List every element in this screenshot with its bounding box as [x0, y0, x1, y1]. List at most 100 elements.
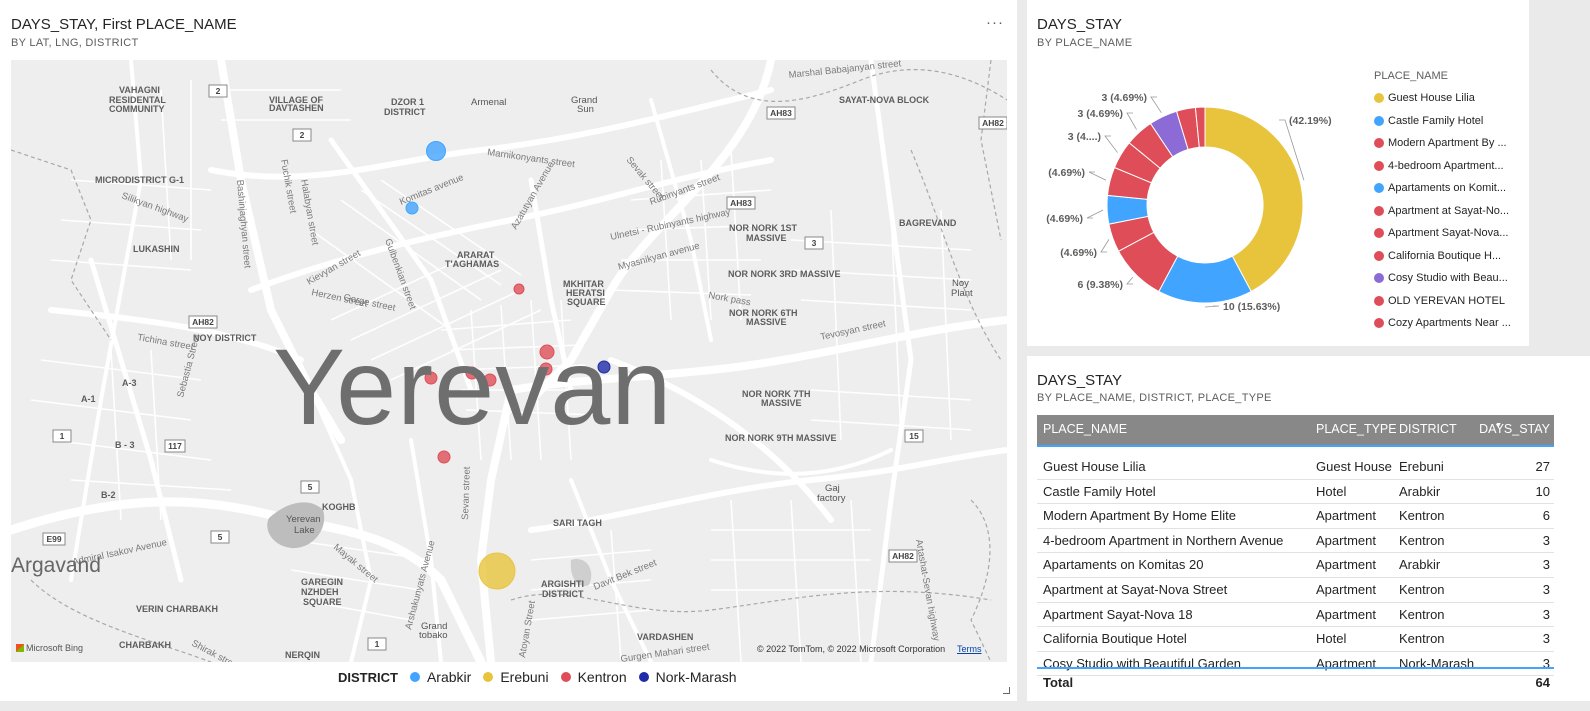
- svg-text:Sevak street: Sevak street: [624, 155, 667, 203]
- column-header-place-type[interactable]: PLACE_TYPE: [1316, 422, 1397, 436]
- donut-legend-item[interactable]: Cosy Studio with Beau...: [1374, 267, 1511, 290]
- map-bubble-kentron[interactable]: [539, 362, 553, 376]
- donut-legend-item[interactable]: Apartment Sayat-Nova...: [1374, 222, 1511, 245]
- svg-text:2: 2: [300, 130, 305, 140]
- donut-slice[interactable]: [1204, 106, 1304, 293]
- resize-handle-icon[interactable]: [1003, 687, 1010, 694]
- column-header-place-name[interactable]: PLACE_NAME: [1043, 422, 1128, 436]
- map-bubble-arabkir[interactable]: [405, 201, 419, 215]
- map-argavand-label: Argavand: [11, 554, 101, 577]
- map-bubble-kentron[interactable]: [465, 366, 479, 380]
- table-row[interactable]: Apartment Sayat-Nova 18 Apartment Kentron 3: [1037, 603, 1554, 628]
- cell-district: Arabkir: [1399, 483, 1441, 499]
- donut-slice-label: (4.69%): [1046, 213, 1083, 225]
- map-bubble-kentron[interactable]: [539, 344, 555, 360]
- svg-text:Lake: Lake: [294, 525, 315, 536]
- table-title: DAYS_STAY: [1037, 372, 1123, 389]
- more-options-icon[interactable]: ···: [986, 14, 1004, 31]
- map-bubble-nork-marash[interactable]: [597, 360, 611, 374]
- legend-dot: [1374, 318, 1384, 329]
- donut-slice[interactable]: [1194, 106, 1206, 148]
- svg-text:MASSIVE: MASSIVE: [746, 317, 787, 327]
- cell-district: Kentron: [1399, 532, 1445, 548]
- cell-days-stay: 3: [1542, 581, 1550, 597]
- donut-legend-item[interactable]: Guest House Lilia: [1374, 87, 1511, 110]
- svg-text:DAVTASHEN: DAVTASHEN: [269, 103, 324, 113]
- donut-chart[interactable]: (42.19%) 10 (15.63%) 6 (9.38%) (4.69%) (4.69…: [1027, 60, 1467, 360]
- legend-dot: [1374, 183, 1384, 194]
- donut-legend-label: Castle Family Hotel: [1388, 114, 1484, 127]
- cell-place-name: Castle Family Hotel: [1043, 483, 1156, 499]
- cell-place-name: Modern Apartment By Home Elite: [1043, 508, 1236, 524]
- donut-legend-item[interactable]: Apartaments on Komit...: [1374, 177, 1511, 200]
- legend-dot-arabkir: [409, 672, 420, 682]
- map-copyright: © 2022 TomTom, © 2022 Microsoft Corporat…: [757, 644, 946, 654]
- cell-days-stay: 3: [1542, 557, 1550, 573]
- donut-title: DAYS_STAY: [1037, 16, 1123, 33]
- donut-slice-label: 3 (4.69%): [1101, 92, 1147, 104]
- bing-map[interactable]: VAHAGNI RESIDENTAL COMMUNITY VILLAGE OF DAV…: [11, 60, 1007, 662]
- svg-text:Gaj: Gaj: [825, 483, 840, 494]
- map-bubble-kentron[interactable]: [483, 373, 497, 387]
- svg-text:Marshal Babajanyan street: Marshal Babajanyan street: [788, 60, 902, 81]
- cell-days-stay: 3: [1542, 532, 1550, 548]
- cell-district: Kentron: [1399, 581, 1445, 597]
- cell-district: Arabkir: [1399, 557, 1441, 573]
- donut-legend-item[interactable]: OLD YEREVAN HOTEL: [1374, 290, 1511, 313]
- svg-text:Azatutyan Avenue: Azatutyan Avenue: [509, 160, 557, 232]
- table-row[interactable]: Castle Family Hotel Hotel Arabkir 10: [1037, 480, 1554, 505]
- donut-legend-item[interactable]: Apartment at Sayat-No...: [1374, 200, 1511, 223]
- svg-text:MASSIVE: MASSIVE: [746, 233, 787, 243]
- map-bubble-arabkir[interactable]: [426, 141, 446, 161]
- svg-text:DZOR 1: DZOR 1: [391, 97, 424, 107]
- cell-days-stay: 27: [1535, 459, 1550, 474]
- cell-district: Erebuni: [1399, 459, 1444, 474]
- donut-legend-item[interactable]: Modern Apartment By ...: [1374, 132, 1511, 155]
- cell-place-type: Apartment: [1316, 581, 1376, 597]
- cell-place-name: Apartment at Sayat-Nova Street: [1043, 581, 1228, 597]
- map-bubble-kentron[interactable]: [513, 283, 525, 295]
- donut-leader-line: [1104, 135, 1118, 153]
- cell-place-type: Apartment: [1316, 606, 1376, 622]
- svg-text:Armenal: Armenal: [471, 97, 506, 108]
- svg-text:CHARBAKH: CHARBAKH: [119, 640, 171, 650]
- cell-place-type: Hotel: [1316, 631, 1347, 647]
- donut-legend-item[interactable]: Cozy Apartments Near ...: [1374, 312, 1511, 335]
- legend-item-arabkir[interactable]: Arabkir: [426, 669, 472, 685]
- map-bubble-kentron[interactable]: [437, 450, 451, 464]
- legend-item-kentron[interactable]: Kentron: [577, 669, 627, 685]
- table-row[interactable]: Modern Apartment By Home Elite Apartment K…: [1037, 504, 1554, 529]
- map-bubble-erebuni[interactable]: [478, 552, 516, 590]
- donut-slice-label: 3 (4....): [1068, 131, 1101, 143]
- map-bubble-kentron[interactable]: [424, 371, 438, 385]
- svg-text:1: 1: [60, 431, 65, 441]
- donut-legend-item[interactable]: 4-bedroom Apartment...: [1374, 155, 1511, 178]
- map-terms-link[interactable]: Terms: [957, 644, 982, 654]
- table-row[interactable]: 4-bedroom Apartment in Northern Avenue Ap…: [1037, 529, 1554, 554]
- table-header: PLACE_NAME PLACE_TYPE DISTRICT DAYS_STAY…: [1037, 415, 1554, 447]
- table-row[interactable]: Apartment at Sayat-Nova Street Apartment K…: [1037, 578, 1554, 603]
- svg-text:Halabyan street: Halabyan street: [298, 179, 320, 247]
- table-row[interactable]: Guest House Lilia Guest House Erebuni 27: [1037, 455, 1554, 480]
- svg-text:NZHDEH: NZHDEH: [301, 587, 339, 597]
- donut-slice-label: 10 (15.63%): [1223, 301, 1280, 313]
- donut-legend: PLACE_NAME Guest House Lilia Castle Fami…: [1374, 70, 1511, 335]
- legend-dot: [1374, 228, 1384, 239]
- map-bubbles[interactable]: [405, 141, 611, 590]
- donut-legend-item[interactable]: Castle Family Hotel: [1374, 110, 1511, 133]
- legend-item-nork-marash[interactable]: Nork-Marash: [655, 669, 737, 685]
- table-row[interactable]: Apartaments on Komitas 20 Apartment Arabki…: [1037, 553, 1554, 578]
- svg-text:Marnikonyants street: Marnikonyants street: [487, 147, 576, 170]
- legend-item-erebuni[interactable]: Erebuni: [500, 669, 549, 685]
- donut-leader-line: [1086, 209, 1104, 219]
- column-header-days-stay[interactable]: DAYS_STAY: [1479, 422, 1550, 436]
- table-row[interactable]: California Boutique Hotel Hotel Kentron 3: [1037, 627, 1554, 652]
- donut-slice-label: 6 (9.38%): [1077, 279, 1123, 291]
- map-subtitle: BY LAT, LNG, DISTRICT: [11, 37, 139, 49]
- svg-text:MICRODISTRICT G-1: MICRODISTRICT G-1: [95, 175, 184, 185]
- column-header-district[interactable]: DISTRICT: [1399, 422, 1457, 436]
- donut-legend-item[interactable]: California Boutique H...: [1374, 245, 1511, 268]
- table-spacer: [1037, 447, 1554, 455]
- yerevan-lake: [267, 502, 325, 549]
- legend-dot: [1374, 93, 1384, 104]
